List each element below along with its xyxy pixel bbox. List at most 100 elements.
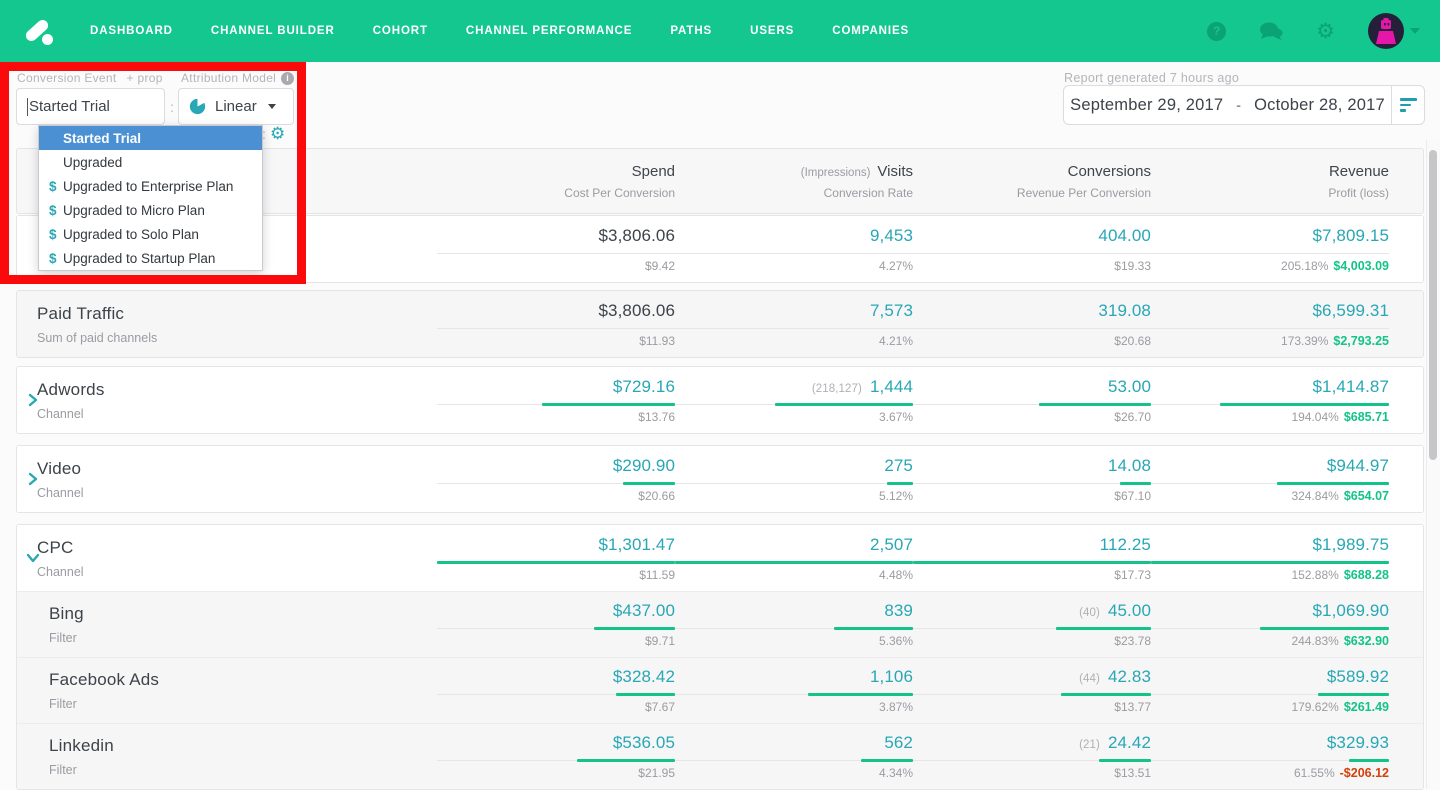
value-bar bbox=[1055, 627, 1151, 630]
dropdown-item-label: Upgraded to Micro Plan bbox=[63, 202, 205, 218]
chevron-down-icon[interactable] bbox=[26, 551, 40, 565]
value-main: $1,989.75 bbox=[1312, 534, 1389, 554]
nav-item-channel-builder[interactable]: CHANNEL BUILDER bbox=[210, 25, 335, 37]
value-bar-track bbox=[913, 402, 1151, 406]
subvalue-text: 324.84% bbox=[1291, 488, 1339, 503]
subvalue-text: 152.88% bbox=[1291, 567, 1339, 582]
row-name-col: Facebook Ads Filter bbox=[17, 670, 437, 711]
add-prop-link[interactable]: + prop bbox=[126, 71, 163, 85]
subvalue-text: 3.87% bbox=[878, 700, 913, 714]
dropdown-item-label: Upgraded bbox=[63, 154, 123, 170]
subvalue-conversions: $13.51 bbox=[1114, 766, 1151, 780]
value-bar bbox=[577, 759, 675, 762]
chevron-down-icon[interactable] bbox=[1410, 28, 1420, 34]
dropdown-item-upgraded-to-startup-plan[interactable]: $ Upgraded to Startup Plan bbox=[39, 246, 262, 270]
dropdown-item-upgraded-to-micro-plan[interactable]: $ Upgraded to Micro Plan bbox=[39, 198, 262, 222]
dropdown-item-upgraded-to-enterprise-plan[interactable]: $ Upgraded to Enterprise Plan bbox=[39, 174, 262, 198]
profit-value: $632.90 bbox=[1343, 634, 1389, 648]
value-visits: 1,106 bbox=[870, 667, 913, 691]
column-title: Conversions bbox=[1067, 162, 1151, 180]
table-row-bing[interactable]: Bing Filter $437.00 $9.71 839 5.36% (40) 45.00 $… bbox=[17, 591, 1423, 657]
value-bar bbox=[1039, 402, 1151, 406]
chevron-right-icon[interactable] bbox=[26, 472, 40, 486]
dropdown-item-label: Upgraded to Solo Plan bbox=[63, 226, 199, 242]
value-conversions: 404.00 bbox=[1098, 226, 1151, 250]
date-range-picker[interactable]: September 29, 2017 - October 28, 2017 bbox=[1063, 85, 1425, 125]
subvalue-text: $11.59 bbox=[639, 567, 675, 582]
table-row-adwords[interactable]: Adwords Channel $729.16 $13.76 (218,127) 1,44… bbox=[17, 367, 1423, 433]
chat-icon[interactable] bbox=[1259, 22, 1283, 41]
nav-item-paths[interactable]: PATHS bbox=[670, 25, 713, 37]
value-conversions: 319.08 bbox=[1098, 301, 1151, 325]
subvalue-text: 5.12% bbox=[878, 488, 913, 503]
table-row-facebook-ads[interactable]: Facebook Ads Filter $328.42 $7.67 1,106 3.87%… bbox=[17, 657, 1423, 723]
value-revenue: $1,069.90 bbox=[1312, 601, 1389, 625]
column-subtitle: Cost Per Conversion bbox=[564, 185, 675, 200]
scrollbar-thumb[interactable] bbox=[1429, 150, 1437, 460]
subvalue-spend: $9.42 bbox=[645, 259, 675, 273]
nav-item-cohort[interactable]: COHORT bbox=[372, 25, 428, 37]
nav-item-companies[interactable]: COMPANIES bbox=[832, 25, 910, 37]
cell-revenue: $1,414.87 194.04% $685.71 bbox=[1151, 377, 1389, 424]
avatar-figure bbox=[1376, 18, 1396, 44]
subvalue-text: $20.66 bbox=[638, 488, 675, 503]
column-subtitle: Profit (loss) bbox=[1328, 185, 1389, 200]
nav-item-users[interactable]: USERS bbox=[750, 25, 795, 37]
app-logo-icon[interactable] bbox=[20, 13, 56, 49]
value-bar-track bbox=[437, 560, 675, 564]
value-prefix: (218,127) bbox=[811, 382, 862, 395]
dropdown-item-started-trial[interactable]: Started Trial bbox=[39, 126, 262, 150]
subvalue-revenue: 205.18% $4,003.09 bbox=[1281, 259, 1389, 273]
subvalue-spend: $21.95 bbox=[638, 766, 675, 780]
chevron-right-icon[interactable] bbox=[26, 393, 40, 407]
gear-icon[interactable]: ⚙ bbox=[1316, 19, 1335, 43]
value-spend: $1,301.47 bbox=[598, 535, 675, 559]
cell-conversions: 14.08 $67.10 bbox=[913, 456, 1151, 503]
row-name: Linkedin bbox=[49, 736, 114, 755]
settings-gear-icon[interactable]: ⚙ bbox=[270, 124, 286, 143]
value-revenue: $1,414.87 bbox=[1312, 377, 1389, 401]
subvalue-text: $26.70 bbox=[1114, 409, 1151, 424]
value-conversions: (40) 45.00 bbox=[1079, 601, 1151, 625]
value-bar bbox=[1060, 693, 1151, 696]
subvalue-visits: 3.67% bbox=[879, 410, 913, 424]
filter-sort-icon[interactable] bbox=[1392, 98, 1424, 112]
avatar[interactable] bbox=[1368, 13, 1404, 49]
value-main: $7,809.15 bbox=[1312, 225, 1389, 245]
subvalue-spend: $7.67 bbox=[645, 700, 675, 714]
subvalue-text: $13.77 bbox=[1114, 700, 1151, 714]
conversion-event-input[interactable]: Started Trial bbox=[16, 88, 165, 125]
help-icon[interactable]: ? bbox=[1207, 21, 1227, 41]
cell-revenue: $589.92 179.62% $261.49 bbox=[1151, 667, 1389, 714]
value-main: 1,106 bbox=[869, 667, 913, 686]
table-row-linkedin[interactable]: Linkedin Filter $536.05 $21.95 562 4.34% (21) 2… bbox=[17, 723, 1423, 789]
subvalue-text: $23.78 bbox=[1114, 634, 1151, 648]
table-row-video[interactable]: Video Channel $290.90 $20.66 275 5.12% 14.08 $6… bbox=[17, 446, 1423, 512]
top-nav: DASHBOARD CHANNEL BUILDER COHORT CHANNEL PE… bbox=[0, 0, 1440, 62]
dropdown-item-upgraded-to-solo-plan[interactable]: $ Upgraded to Solo Plan bbox=[39, 222, 262, 246]
row-name: CPC bbox=[37, 537, 74, 557]
dropdown-item-upgraded[interactable]: Upgraded bbox=[39, 150, 262, 174]
subvalue-text: $17.73 bbox=[1114, 567, 1151, 582]
value-conversions: 53.00 bbox=[1108, 377, 1151, 401]
info-icon[interactable]: i bbox=[281, 71, 295, 85]
table-row-paid-traffic[interactable]: Paid Traffic Sum of paid channels $3,806.0… bbox=[17, 291, 1423, 357]
value-bar bbox=[1120, 481, 1151, 485]
value-bar bbox=[675, 560, 913, 564]
attribution-model-label: Attribution Model i bbox=[181, 71, 295, 85]
value-main: 562 bbox=[884, 733, 913, 752]
table-body: $3,806.06 $9.42 9,453 4.27% 404.00 $19.33 $7,8… bbox=[16, 215, 1424, 790]
table-row-cpc[interactable]: CPC Channel $1,301.47 $11.59 2,507 4.48% 112.2… bbox=[17, 525, 1423, 591]
user-menu[interactable] bbox=[1368, 13, 1420, 49]
subvalue-spend: $9.71 bbox=[645, 634, 675, 648]
nav-item-channel-performance[interactable]: CHANNEL PERFORMANCE bbox=[465, 25, 633, 37]
attribution-model-select[interactable]: Linear bbox=[178, 88, 294, 125]
subvalue-conversions: $13.77 bbox=[1114, 700, 1151, 714]
cell-visits: 9,453 4.27% bbox=[675, 226, 913, 273]
value-bar-track bbox=[437, 481, 675, 485]
profit-value: $688.28 bbox=[1343, 567, 1389, 582]
nav-item-dashboard[interactable]: DASHBOARD bbox=[90, 25, 173, 37]
value-bar-track bbox=[1151, 327, 1389, 330]
nav-right: ? ⚙ bbox=[1207, 13, 1420, 49]
report-generated-label: Report generated 7 hours ago bbox=[1064, 71, 1240, 85]
